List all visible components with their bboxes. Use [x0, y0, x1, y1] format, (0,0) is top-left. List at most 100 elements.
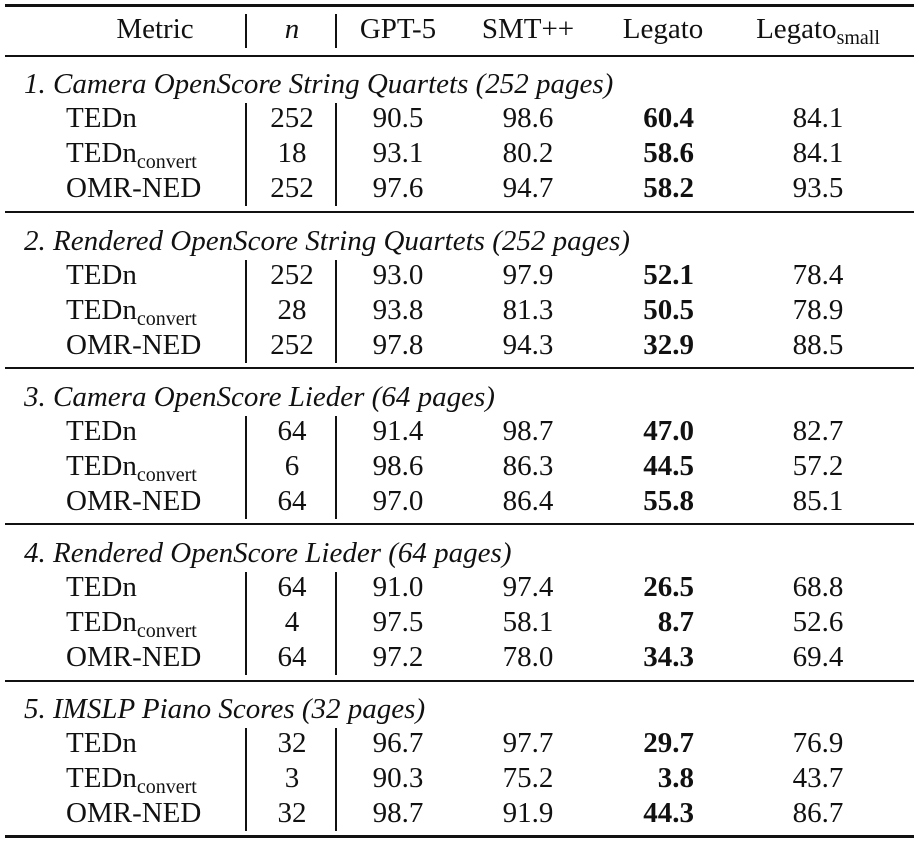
cell-gpt5: 96.7 [372, 727, 424, 759]
cell-legato: 26.5 [643, 571, 694, 603]
cell-legato-small: 93.5 [792, 172, 844, 204]
cell-legato: 34.3 [643, 641, 694, 673]
section-rule [5, 367, 914, 369]
cell-n: 252 [270, 259, 314, 291]
cell-legato-small: 43.7 [792, 762, 844, 794]
cell-legato: 44.5 [643, 450, 694, 482]
cell-legato: 29.7 [643, 727, 694, 759]
cell-n: 252 [270, 329, 314, 361]
cell-gpt5: 93.0 [372, 259, 424, 291]
cell-n: 252 [270, 172, 314, 204]
cell-legato: 32.9 [643, 329, 694, 361]
cell-gpt5: 91.0 [372, 571, 424, 603]
header-legato-small-base: Legato [756, 13, 837, 45]
cell-n: 64 [277, 415, 307, 447]
cell-gpt5: 98.6 [372, 450, 424, 482]
cell-n: 32 [277, 727, 307, 759]
cell-metric: TEDn [66, 571, 137, 603]
cell-metric: TEDn [66, 259, 137, 291]
cell-legato-small: 78.4 [792, 259, 844, 291]
cell-smt: 86.4 [502, 485, 554, 517]
cell-smt: 86.3 [502, 450, 554, 482]
header-gpt5: GPT-5 [359, 13, 437, 45]
header-n: n [284, 13, 300, 45]
cell-gpt5: 93.1 [372, 137, 424, 169]
cell-legato: 58.2 [643, 172, 694, 204]
cell-metric: OMR-NED [66, 485, 202, 517]
cell-metric: TEDn [66, 727, 137, 759]
header-smt: SMT++ [481, 13, 575, 45]
section-title: 5. IMSLP Piano Scores (32 pages) [24, 693, 426, 725]
column-divider [335, 260, 337, 363]
cell-metric: TEDnconvert [66, 761, 197, 798]
metric-sub: convert [136, 776, 197, 798]
cell-n: 32 [277, 797, 307, 829]
cell-metric: TEDnconvert [66, 136, 197, 172]
cell-smt: 97.4 [502, 571, 554, 603]
cell-legato: 55.8 [643, 485, 694, 517]
metric-base: TEDn [66, 294, 137, 326]
column-divider [245, 572, 247, 675]
cell-legato-small: 85.1 [792, 485, 844, 517]
cell-legato: 44.3 [643, 797, 694, 829]
cell-smt: 98.6 [502, 102, 554, 134]
cell-legato-small: 84.1 [792, 102, 844, 134]
cell-gpt5: 93.8 [372, 294, 424, 326]
column-divider [245, 103, 247, 206]
column-divider [335, 728, 337, 831]
cell-n: 18 [277, 137, 307, 169]
cell-smt: 91.9 [502, 797, 554, 829]
cell-smt: 81.3 [502, 294, 554, 326]
cell-n: 3 [284, 762, 300, 794]
column-divider [335, 572, 337, 675]
cell-smt: 58.1 [502, 606, 554, 638]
top-rule [5, 4, 914, 7]
cell-smt: 75.2 [502, 762, 554, 794]
cell-legato-small: 86.7 [792, 797, 844, 829]
cell-gpt5: 97.0 [372, 485, 424, 517]
cell-legato-small: 88.5 [792, 329, 844, 361]
column-divider [245, 416, 247, 519]
cell-legato-small: 68.8 [792, 571, 844, 603]
cell-gpt5: 98.7 [372, 797, 424, 829]
cell-smt: 98.7 [502, 415, 554, 447]
header-legato: Legato [622, 13, 704, 45]
cell-legato: 50.5 [643, 294, 694, 326]
cell-n: 252 [270, 102, 314, 134]
cell-legato-small: 76.9 [792, 727, 844, 759]
column-divider [245, 728, 247, 831]
metric-sub: convert [136, 620, 197, 642]
cell-metric: TEDn [66, 102, 137, 134]
cell-smt: 80.2 [502, 137, 554, 169]
cell-n: 64 [277, 641, 307, 673]
cell-metric: TEDn [66, 415, 137, 447]
cell-gpt5: 97.5 [372, 606, 424, 638]
cell-metric: OMR-NED [66, 172, 202, 204]
cell-gpt5: 90.3 [372, 762, 424, 794]
bottom-rule [5, 835, 914, 838]
section-title: 3. Camera OpenScore Lieder (64 pages) [24, 381, 495, 413]
cell-smt: 94.3 [502, 329, 554, 361]
cell-legato-small: 84.1 [792, 137, 844, 169]
cell-legato-small: 52.6 [792, 606, 844, 638]
cell-metric: TEDnconvert [66, 605, 197, 642]
metric-base: TEDn [66, 450, 137, 482]
cell-legato-small: 78.9 [792, 294, 844, 326]
metric-base: TEDn [66, 606, 137, 638]
column-divider [335, 416, 337, 519]
cell-metric: OMR-NED [66, 797, 202, 829]
section-title: 1. Camera OpenScore String Quartets (252… [24, 68, 614, 100]
cell-metric: TEDnconvert [66, 449, 197, 485]
column-divider [335, 103, 337, 206]
section-rule [5, 680, 914, 682]
cell-legato: 58.6 [643, 137, 694, 169]
header-rule [5, 55, 914, 57]
cell-gpt5: 97.2 [372, 641, 424, 673]
cell-n: 64 [277, 571, 307, 603]
cell-metric: OMR-NED [66, 329, 202, 361]
cell-gpt5: 91.4 [372, 415, 424, 447]
cell-gpt5: 90.5 [372, 102, 424, 134]
cell-gpt5: 97.8 [372, 329, 424, 361]
cell-legato: 8.7 [657, 606, 694, 638]
cell-legato: 52.1 [643, 259, 694, 291]
